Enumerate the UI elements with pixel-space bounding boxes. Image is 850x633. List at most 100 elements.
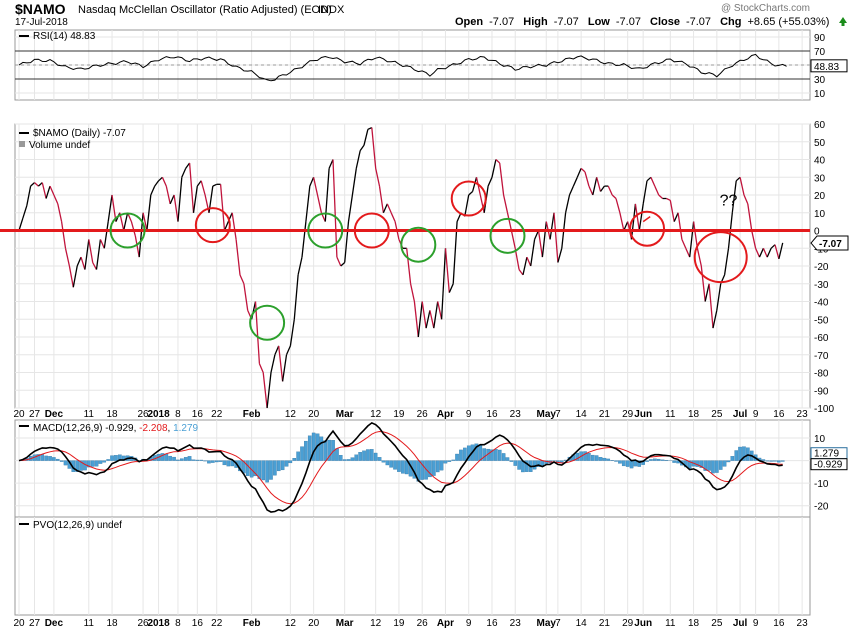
namo-segment bbox=[607, 185, 613, 196]
namo-segment bbox=[506, 212, 513, 231]
namo-segment bbox=[723, 248, 730, 275]
namo-segment bbox=[564, 194, 571, 213]
namo-segment bbox=[599, 185, 605, 192]
x-tick-label: 20 bbox=[308, 618, 320, 629]
namo-tick-label: 40 bbox=[814, 156, 826, 167]
macd-hist-bar bbox=[621, 460, 626, 467]
rsi-tick-label: 90 bbox=[814, 33, 826, 44]
namo-segment bbox=[312, 177, 319, 196]
macd-hist-bar bbox=[323, 440, 328, 461]
macd-hist-bar bbox=[319, 436, 324, 461]
namo-segment bbox=[646, 176, 652, 182]
namo-segment bbox=[417, 301, 423, 338]
namo-segment bbox=[150, 185, 156, 196]
x-tick-label: Jul bbox=[733, 618, 748, 629]
macd-hist-bar bbox=[52, 457, 56, 461]
x-tick-label: Dec bbox=[45, 409, 64, 420]
namo-segment bbox=[262, 372, 268, 409]
macd-hist-bar bbox=[284, 460, 289, 467]
namo-segment bbox=[673, 212, 679, 222]
namo-segment bbox=[386, 203, 392, 214]
namo-segment bbox=[185, 162, 191, 169]
macd-hist-bar bbox=[335, 448, 339, 461]
macd-hist-bar bbox=[55, 458, 60, 461]
macd-hist-bar bbox=[397, 460, 401, 472]
macd-hist-bar bbox=[327, 439, 331, 461]
namo-segment bbox=[580, 167, 586, 173]
macd-hist-bar bbox=[358, 452, 362, 461]
namo-segment bbox=[254, 301, 261, 364]
namo-segment bbox=[289, 319, 295, 346]
x-tick-label: 11 bbox=[665, 409, 676, 420]
namo-segment bbox=[371, 127, 377, 169]
x-tick-label: Apr bbox=[437, 409, 454, 420]
namo-segment bbox=[235, 239, 241, 275]
macd-hist-bar bbox=[451, 459, 456, 461]
macd-hist-bar bbox=[203, 460, 207, 462]
x-tick-label: 8 bbox=[175, 618, 181, 629]
namo-label: $NAMO (Daily) -7.07 bbox=[33, 128, 126, 139]
macd-hist-bar bbox=[726, 460, 731, 463]
macd-hist-bar bbox=[672, 460, 676, 463]
namo-segment bbox=[440, 248, 447, 320]
namo-segment bbox=[212, 183, 217, 187]
macd-hist-bar bbox=[439, 460, 444, 471]
pvo-frame bbox=[14, 516, 811, 616]
macd-hist-bar bbox=[222, 460, 227, 466]
macd-hist-bar bbox=[435, 460, 440, 473]
namo-segment bbox=[576, 168, 582, 178]
namo-segment bbox=[239, 274, 245, 285]
x-tick-label: 2018 bbox=[147, 618, 170, 629]
annotation-circle-red bbox=[353, 212, 390, 249]
macd-hist-bar bbox=[474, 443, 479, 461]
namo-segment bbox=[568, 185, 574, 196]
macd-hist-bar bbox=[44, 455, 48, 461]
namo-segment bbox=[650, 177, 656, 187]
x-tick-label: Feb bbox=[243, 409, 261, 420]
macd-hist-bar bbox=[505, 457, 510, 461]
macd-hist-bar bbox=[211, 460, 215, 463]
x-tick-label: 14 bbox=[576, 618, 588, 629]
namo-segment bbox=[700, 265, 706, 302]
namo-segment bbox=[37, 182, 43, 187]
namo-segment bbox=[588, 185, 594, 196]
x-tick-label: 19 bbox=[393, 618, 405, 629]
namo-segment bbox=[169, 194, 175, 205]
macd-hist-bar bbox=[106, 459, 110, 461]
x-tick-label: 8 bbox=[175, 409, 181, 420]
namo-segment bbox=[200, 180, 206, 196]
macd-label-part: -2.208 bbox=[139, 423, 168, 434]
namo-segment bbox=[270, 354, 276, 373]
namo-segment bbox=[669, 200, 675, 222]
namo-segment bbox=[107, 194, 113, 222]
macd-hist-bar bbox=[598, 457, 603, 461]
macd-label: MACD(12,26,9) -0.929, -2.208, 1.279 bbox=[33, 423, 199, 434]
namo-segment bbox=[188, 162, 195, 213]
namo-tick-label: -70 bbox=[814, 351, 829, 362]
x-tick-label: 12 bbox=[285, 618, 297, 629]
namo-segment bbox=[103, 221, 109, 249]
macd-hist-bar bbox=[625, 460, 630, 467]
macd-hist-bar bbox=[350, 457, 355, 461]
macd-hist-bar bbox=[536, 460, 541, 467]
namo-segment bbox=[57, 203, 63, 222]
macd-hist-bar bbox=[497, 449, 502, 461]
high-value: -7.07 bbox=[553, 16, 579, 28]
namo-segment bbox=[301, 221, 307, 258]
macd-hist-bar bbox=[587, 452, 591, 461]
macd-hist-bar bbox=[199, 459, 204, 461]
namo-segment bbox=[99, 239, 105, 249]
annotation-circle-green bbox=[489, 217, 526, 254]
macd-hist-bar bbox=[226, 460, 231, 467]
namo-segment bbox=[751, 230, 757, 249]
macd-hist-bar bbox=[48, 456, 52, 461]
x-tick-label: 20 bbox=[13, 409, 25, 420]
macd-hist-bar bbox=[114, 455, 118, 461]
macd-hist-bar bbox=[160, 453, 165, 461]
namo-tick-label: 50 bbox=[814, 138, 826, 149]
x-tick-label: 18 bbox=[688, 409, 700, 420]
low-label: Low bbox=[587, 16, 610, 28]
namo-segment bbox=[111, 194, 117, 222]
